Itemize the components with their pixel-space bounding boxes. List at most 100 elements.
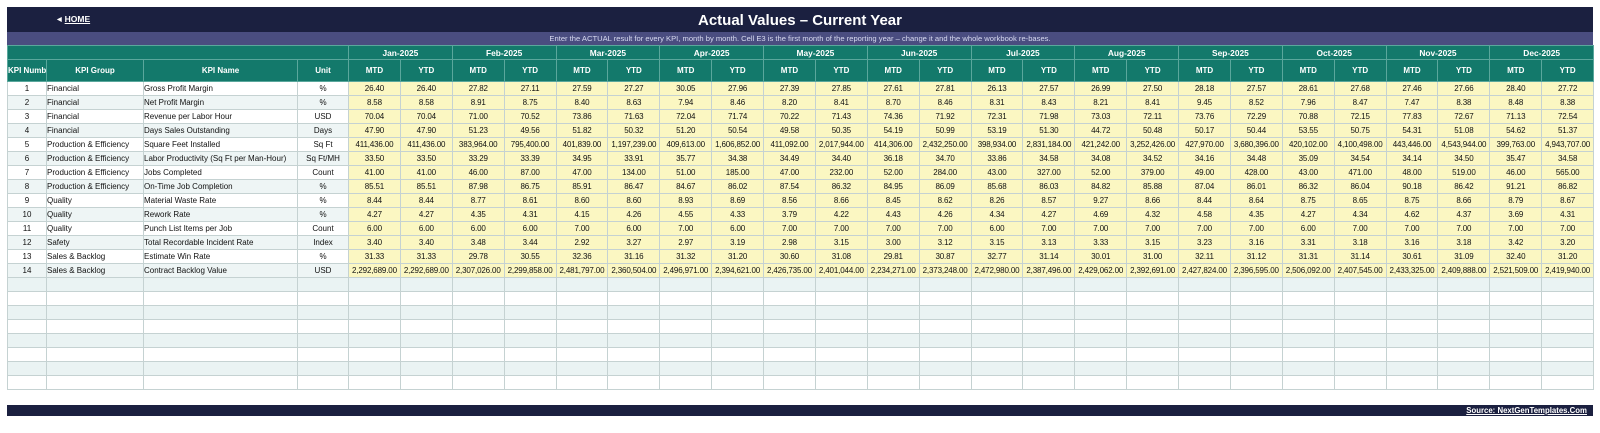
mtd-value-cell[interactable]: 72.31	[970, 109, 1024, 124]
ytd-value-cell[interactable]: 1,197,239.00	[607, 137, 661, 152]
mtd-value-cell[interactable]: 6.00	[451, 221, 505, 236]
ytd-value-cell[interactable]: 34.40	[814, 151, 868, 166]
empty-cell[interactable]	[1437, 319, 1491, 334]
mtd-value-cell[interactable]: 31.32	[659, 249, 713, 264]
mtd-value-cell[interactable]: 49.58	[763, 123, 816, 138]
empty-cell[interactable]	[1385, 291, 1439, 306]
ytd-value-cell[interactable]: 4.27	[399, 207, 453, 222]
ytd-value-cell[interactable]: 85.88	[1126, 179, 1180, 194]
mtd-value-cell[interactable]: 2,307,026.00	[451, 263, 505, 278]
empty-cell[interactable]	[399, 277, 453, 292]
ytd-value-cell[interactable]: 86.75	[503, 179, 557, 194]
mtd-value-cell[interactable]: 8.91	[451, 95, 505, 110]
empty-cell[interactable]	[814, 305, 868, 320]
empty-cell[interactable]	[451, 333, 505, 348]
ytd-value-cell[interactable]: 4.31	[503, 207, 557, 222]
ytd-value-cell[interactable]: 72.29	[1229, 109, 1283, 124]
empty-cell[interactable]	[399, 361, 453, 376]
empty-cell[interactable]	[763, 319, 816, 334]
empty-cell[interactable]	[46, 319, 144, 334]
ytd-value-cell[interactable]: 2,396,595.00	[1229, 263, 1283, 278]
empty-cell[interactable]	[1126, 361, 1180, 376]
empty-cell[interactable]	[607, 319, 661, 334]
mtd-value-cell[interactable]: 73.76	[1178, 109, 1231, 124]
mtd-value-cell[interactable]: 8.60	[555, 193, 609, 208]
mtd-value-cell[interactable]: 29.78	[451, 249, 505, 264]
empty-cell[interactable]	[1385, 305, 1439, 320]
mtd-value-cell[interactable]: 26.13	[970, 81, 1024, 96]
ytd-value-cell[interactable]: 4.34	[1333, 207, 1387, 222]
ytd-value-cell[interactable]: 8.38	[1541, 95, 1595, 110]
mtd-value-cell[interactable]: 91.21	[1489, 179, 1543, 194]
empty-cell[interactable]	[1074, 319, 1128, 334]
empty-cell[interactable]	[970, 319, 1024, 334]
ytd-value-cell[interactable]: 411,436.00	[399, 137, 453, 152]
mtd-value-cell[interactable]: 73.86	[555, 109, 609, 124]
mtd-value-cell[interactable]: 2.98	[763, 235, 816, 250]
ytd-value-cell[interactable]: 379.00	[1126, 165, 1180, 180]
ytd-value-cell[interactable]: 86.01	[1229, 179, 1283, 194]
empty-cell[interactable]	[607, 347, 661, 362]
mtd-value-cell[interactable]: 34.08	[1074, 151, 1128, 166]
mtd-value-cell[interactable]: 8.75	[1385, 193, 1439, 208]
mtd-value-cell[interactable]: 26.40	[348, 81, 401, 96]
mtd-value-cell[interactable]: 2,472,980.00	[970, 263, 1024, 278]
ytd-value-cell[interactable]: 2,387,496.00	[1022, 263, 1076, 278]
empty-cell[interactable]	[555, 277, 609, 292]
empty-cell[interactable]	[1281, 347, 1335, 362]
mtd-value-cell[interactable]: 421,242.00	[1074, 137, 1128, 152]
ytd-value-cell[interactable]: 3.18	[1333, 235, 1387, 250]
empty-cell[interactable]	[866, 319, 920, 334]
mtd-value-cell[interactable]: 401,839.00	[555, 137, 609, 152]
empty-cell[interactable]	[46, 361, 144, 376]
ytd-value-cell[interactable]: 86.42	[1437, 179, 1491, 194]
empty-cell[interactable]	[1489, 361, 1543, 376]
empty-cell[interactable]	[866, 347, 920, 362]
ytd-value-cell[interactable]: 8.60	[607, 193, 661, 208]
mtd-value-cell[interactable]: 7.00	[659, 221, 713, 236]
empty-cell[interactable]	[970, 361, 1024, 376]
empty-cell[interactable]	[1022, 361, 1076, 376]
ytd-value-cell[interactable]: 8.66	[1437, 193, 1491, 208]
ytd-value-cell[interactable]: 8.38	[1437, 95, 1491, 110]
ytd-value-cell[interactable]: 31.20	[711, 249, 765, 264]
ytd-value-cell[interactable]: 4,100,498.00	[1333, 137, 1387, 152]
empty-cell[interactable]	[711, 375, 765, 390]
empty-cell[interactable]	[503, 333, 557, 348]
ytd-value-cell[interactable]: 3.20	[1541, 235, 1595, 250]
ytd-value-cell[interactable]: 3.13	[1022, 235, 1076, 250]
mtd-value-cell[interactable]: 2,429,062.00	[1074, 263, 1128, 278]
empty-cell[interactable]	[143, 277, 298, 292]
mtd-value-cell[interactable]: 7.47	[1385, 95, 1439, 110]
ytd-value-cell[interactable]: 2,017,944.00	[814, 137, 868, 152]
ytd-value-cell[interactable]: 86.82	[1541, 179, 1595, 194]
mtd-value-cell[interactable]: 33.50	[348, 151, 401, 166]
mtd-value-cell[interactable]: 7.00	[1489, 221, 1543, 236]
ytd-value-cell[interactable]: 7.00	[814, 221, 868, 236]
empty-cell[interactable]	[1385, 361, 1439, 376]
ytd-value-cell[interactable]: 134.00	[607, 165, 661, 180]
empty-cell[interactable]	[503, 277, 557, 292]
ytd-value-cell[interactable]: 31.12	[1229, 249, 1283, 264]
mtd-value-cell[interactable]: 46.00	[451, 165, 505, 180]
mtd-value-cell[interactable]: 26.99	[1074, 81, 1128, 96]
ytd-value-cell[interactable]: 49.56	[503, 123, 557, 138]
ytd-value-cell[interactable]: 3.44	[503, 235, 557, 250]
ytd-value-cell[interactable]: 41.00	[399, 165, 453, 180]
empty-cell[interactable]	[348, 361, 401, 376]
empty-cell[interactable]	[348, 305, 401, 320]
empty-cell[interactable]	[399, 319, 453, 334]
ytd-value-cell[interactable]: 71.43	[814, 109, 868, 124]
ytd-value-cell[interactable]: 7.00	[1126, 221, 1180, 236]
mtd-value-cell[interactable]: 84.95	[866, 179, 920, 194]
empty-cell[interactable]	[1281, 291, 1335, 306]
empty-cell[interactable]	[1541, 333, 1595, 348]
ytd-value-cell[interactable]: 33.50	[399, 151, 453, 166]
empty-cell[interactable]	[297, 319, 349, 334]
empty-cell[interactable]	[1074, 277, 1128, 292]
mtd-value-cell[interactable]: 35.47	[1489, 151, 1543, 166]
ytd-value-cell[interactable]: 1,606,852.00	[711, 137, 765, 152]
ytd-value-cell[interactable]: 27.11	[503, 81, 557, 96]
ytd-value-cell[interactable]: 3.40	[399, 235, 453, 250]
ytd-value-cell[interactable]: 34.58	[1022, 151, 1076, 166]
